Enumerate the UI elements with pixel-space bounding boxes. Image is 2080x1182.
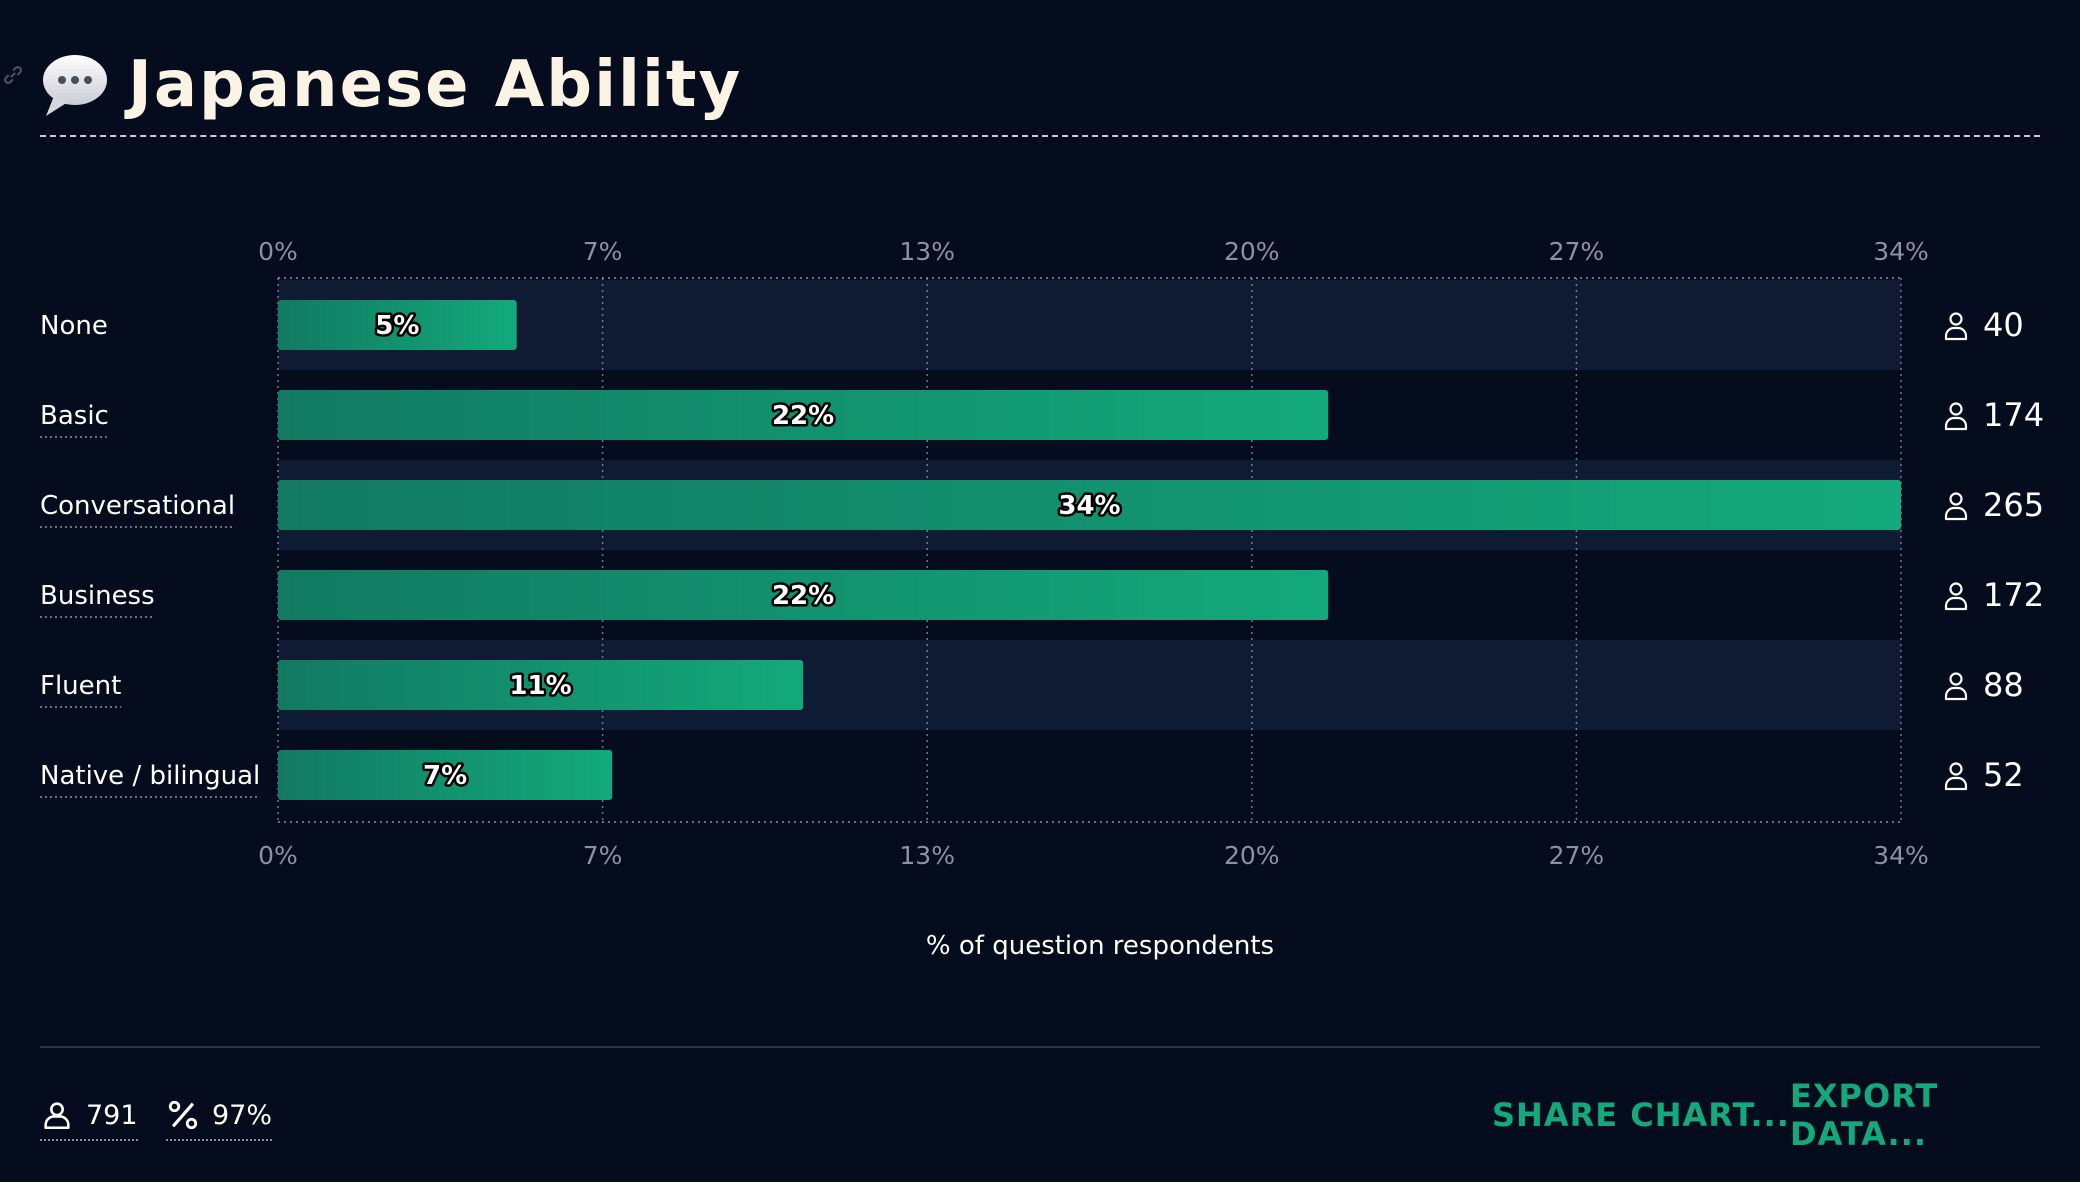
row-band: [278, 280, 1901, 370]
x-tick-label-bottom: 0%: [258, 841, 298, 870]
bar-value-label: 11%: [509, 671, 571, 701]
export-data-button[interactable]: EXPORT DATA...: [1790, 1077, 1939, 1153]
x-axis-title: % of question respondents: [926, 931, 1274, 961]
x-tick-label-bottom: 7%: [583, 841, 623, 870]
respondent-count: 52: [1983, 756, 2024, 794]
title-divider: [40, 135, 2040, 137]
percent-icon: [168, 1100, 198, 1130]
bar: [278, 660, 804, 710]
bar: [278, 750, 613, 800]
completion-percent: 97%: [212, 1099, 273, 1131]
bar: [278, 480, 1901, 530]
x-tick-label-bottom: 20%: [1224, 841, 1280, 870]
bar-value-label: 22%: [772, 581, 834, 611]
completion-rate[interactable]: 97%: [166, 1095, 273, 1141]
respondent-count: 88: [1983, 666, 2024, 704]
respondents-count: 791: [86, 1099, 138, 1131]
bar: [278, 390, 1329, 440]
x-tick-label-bottom: 27%: [1549, 841, 1605, 870]
x-tick-label-bottom: 13%: [899, 841, 955, 870]
footer-divider: [40, 1046, 2040, 1048]
chart-header: Japanese Ability: [40, 40, 742, 130]
share-chart-button[interactable]: SHARE CHART...: [1492, 1096, 1790, 1134]
x-tick-label-top: 27%: [1549, 237, 1605, 266]
person-icon: [1944, 582, 1968, 611]
bar-value-label: 34%: [1058, 491, 1120, 521]
x-tick-label-top: 7%: [583, 237, 623, 266]
x-tick-label-top: 13%: [899, 237, 955, 266]
bar-value-label: 7%: [423, 761, 467, 791]
x-tick-label-top: 0%: [258, 237, 298, 266]
person-icon: [1944, 762, 1968, 791]
page-title: Japanese Ability: [128, 48, 743, 122]
bar-value-label: 22%: [772, 401, 834, 431]
respondent-count: 174: [1983, 396, 2044, 434]
respondent-count: 40: [1983, 306, 2024, 344]
bar: [278, 570, 1329, 620]
bar: [278, 300, 517, 350]
respondent-count: 172: [1983, 576, 2044, 614]
person-icon: [1944, 672, 1968, 701]
respondent-count: 265: [1983, 486, 2044, 524]
speech-bubble-icon: [43, 55, 107, 116]
category-label: Conversational: [40, 491, 235, 521]
x-tick-label-top: 20%: [1224, 237, 1280, 266]
person-icon: [1944, 402, 1968, 431]
bar-value-label: 5%: [375, 311, 419, 341]
total-respondents[interactable]: 791: [40, 1095, 138, 1141]
category-label: Fluent: [40, 671, 121, 701]
person-icon: [1944, 492, 1968, 521]
category-label: None: [40, 311, 108, 341]
category-label: Basic: [40, 401, 109, 431]
person-icon: [1944, 312, 1968, 341]
x-tick-label-top: 34%: [1873, 237, 1929, 266]
x-tick-label-bottom: 34%: [1873, 841, 1929, 870]
link-icon[interactable]: [0, 62, 26, 88]
category-label: Native / bilingual: [40, 761, 260, 791]
bar-chart: 0% 0% 7% 7% 13% 13% 20% 20% 27% 27% 34% 34% 5% None 40…: [40, 237, 2044, 961]
person-icon: [44, 1102, 70, 1130]
category-label: Business: [40, 581, 155, 611]
